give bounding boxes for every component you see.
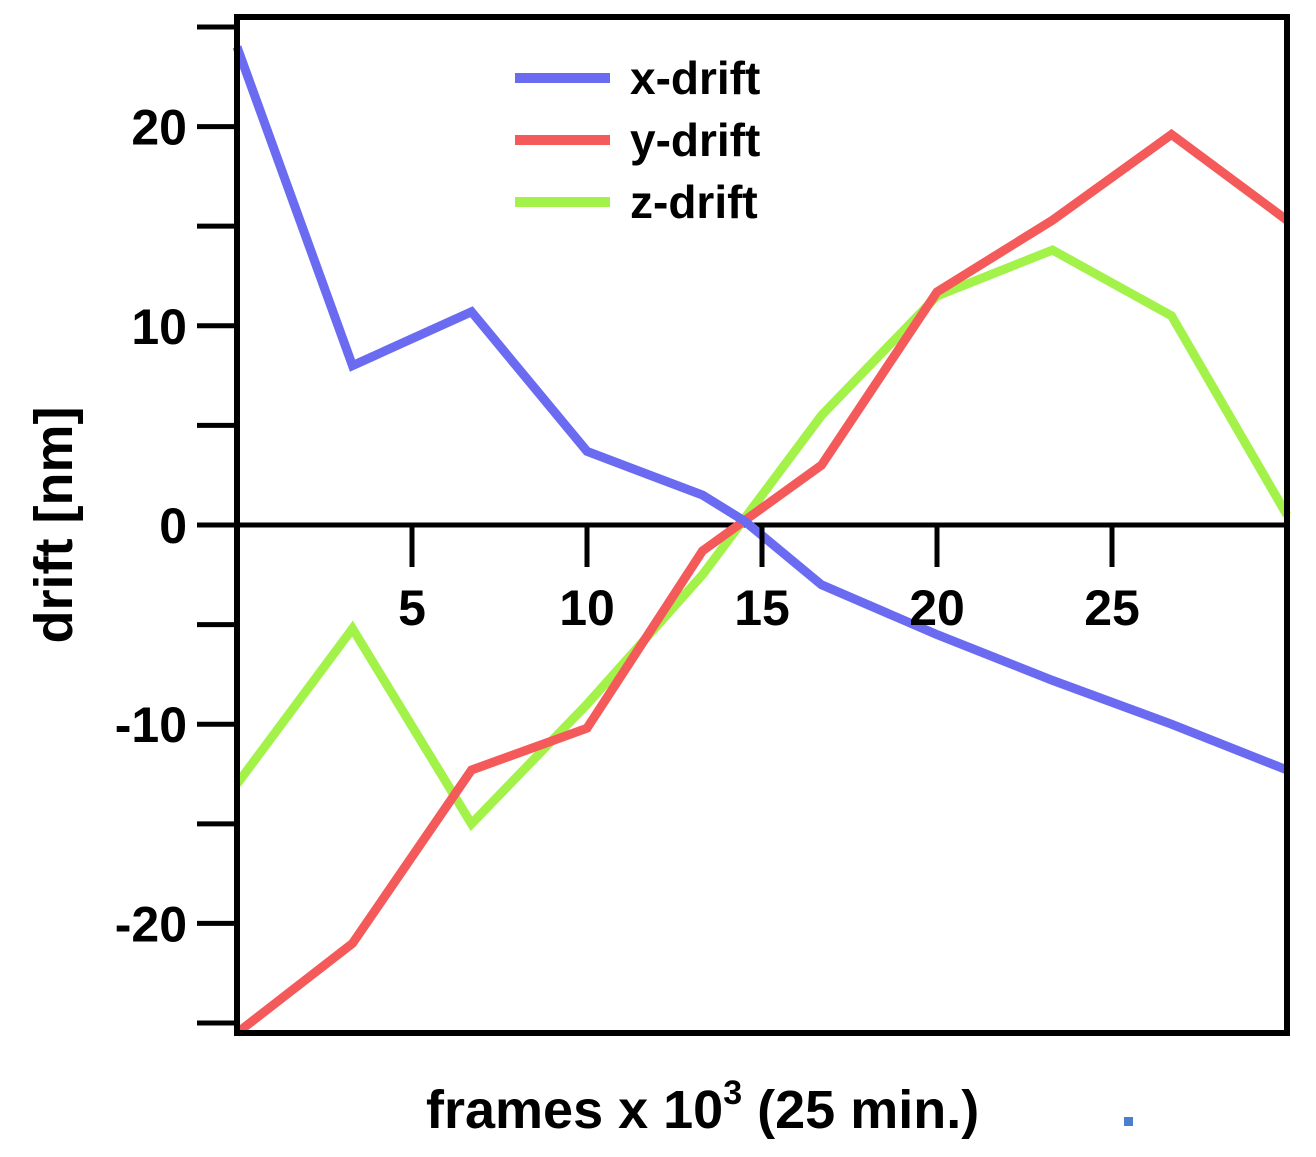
y-tick-label: 20	[131, 100, 187, 156]
x-tick-label: 25	[1084, 580, 1140, 636]
y-tick-label: 10	[131, 299, 187, 355]
series-line-y-drift	[234, 128, 1290, 1037]
x-tick-label: 5	[398, 580, 426, 636]
legend-label-z-drift: z-drift	[630, 176, 758, 228]
series-line-x-drift	[232, 45, 1289, 775]
annotation-dot	[1124, 1117, 1133, 1126]
legend-label-x-drift: x-drift	[630, 52, 760, 104]
x-tick-label: 15	[734, 580, 790, 636]
x-axis-title: frames x 103 (25 min.)	[426, 1074, 979, 1140]
x-axis-title-suffix: (25 min.)	[742, 1080, 979, 1140]
x-axis-title-superscript: 3	[723, 1074, 742, 1112]
x-axis-title-main: frames x 10	[426, 1080, 723, 1140]
y-tick-label: -10	[115, 697, 187, 753]
series-layer	[232, 45, 1291, 1037]
y-tick-label: -20	[115, 896, 187, 952]
series-line-z-drift	[233, 245, 1291, 832]
x-tick-label: 20	[909, 580, 965, 636]
y-tick-label: 0	[159, 498, 187, 554]
legend-label-y-drift: y-drift	[630, 114, 760, 166]
ticks-layer: -20 -10 0 10 20 5 10 15 20 25	[115, 24, 1140, 1026]
y-axis-title: drift [nm]	[24, 407, 84, 644]
legend: x-drift y-drift z-drift	[515, 52, 760, 228]
x-tick-label: 10	[559, 580, 615, 636]
